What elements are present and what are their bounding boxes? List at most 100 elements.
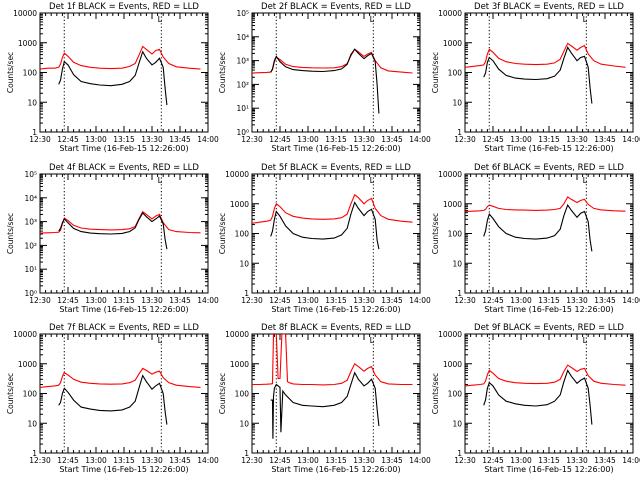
y-axis-label: Counts/sec <box>218 213 227 254</box>
plot-panel-7: Det 7f BLACK = Events, RED = LLD 1 10 100 10… <box>6 323 219 474</box>
x-tick-label: 12:30 <box>241 296 263 305</box>
y-tick-label: 10 <box>452 98 462 107</box>
events-series-line <box>58 374 168 425</box>
x-tick-label: 13:15 <box>325 135 347 144</box>
y-tick-label: 1 <box>244 289 249 298</box>
x-tick-label: 12:45 <box>57 456 79 465</box>
marker-label: L <box>583 336 588 345</box>
x-tick-label: 13:00 <box>510 135 532 144</box>
x-tick-label: 12:45 <box>269 135 291 144</box>
y-tick-label: 10 <box>27 98 37 107</box>
y-axis-label: Counts/sec <box>218 52 227 93</box>
events-series-line <box>483 203 593 252</box>
events-series-line <box>58 50 168 106</box>
lld-series-line <box>40 45 201 70</box>
x-tick-label: 12:30 <box>29 456 51 465</box>
lld-series-line <box>465 364 626 387</box>
plot-title: Det 5f BLACK = Events, RED = LLD <box>261 163 411 173</box>
y-tick-label: 10⁵ <box>24 170 37 179</box>
x-tick-label: 12:45 <box>57 296 79 305</box>
plot-panel-3: Det 3f BLACK = Events, RED = LLD 1 10 100 10… <box>431 2 640 153</box>
x-axis-label: Start Time (16-Feb-15 12:26:00) <box>59 305 188 314</box>
y-tick-label: 10¹ <box>236 104 249 113</box>
x-tick-label: 12:45 <box>482 135 504 144</box>
y-axis-label: Counts/sec <box>6 373 15 414</box>
x-tick-label: 12:30 <box>29 135 51 144</box>
x-tick-label: 14:00 <box>622 456 640 465</box>
y-axis-label: Counts/sec <box>431 213 440 254</box>
plot-panel-2: Det 2f BLACK = Events, RED = LLD 10⁰ 10¹ 10… <box>218 2 431 153</box>
x-tick-label: 13:30 <box>353 135 375 144</box>
plot-title: Det 2f BLACK = Events, RED = LLD <box>261 2 411 12</box>
plot-panel-8: Det 8f BLACK = Events, RED = LLD 1 10 100 10… <box>218 323 431 474</box>
plot-title: Det 6f BLACK = Events, RED = LLD <box>474 163 624 173</box>
y-tick-label: 10000 <box>13 9 37 18</box>
x-tick-label: 13:15 <box>538 456 560 465</box>
x-tick-label: 13:30 <box>566 296 588 305</box>
x-tick-label: 13:45 <box>594 456 616 465</box>
x-tick-label: 13:30 <box>353 296 375 305</box>
x-tick-label: 12:45 <box>57 135 79 144</box>
y-tick-label: 1000 <box>443 360 462 369</box>
marker-label: L <box>370 176 375 185</box>
x-tick-label: 13:30 <box>353 456 375 465</box>
x-tick-label: 13:30 <box>141 456 163 465</box>
y-tick-label: 10⁰ <box>236 128 249 137</box>
plot-frame <box>39 333 209 454</box>
plot-panel-5: Det 5f BLACK = Events, RED = LLD 1 10 100 10… <box>218 163 431 314</box>
x-axis-label: Start Time (16-Feb-15 12:26:00) <box>484 465 613 474</box>
x-tick-label: 13:15 <box>113 456 135 465</box>
x-tick-label: 13:15 <box>113 296 135 305</box>
plot-frame <box>251 12 421 133</box>
y-axis-label: Counts/sec <box>6 213 15 254</box>
marker-label: L <box>583 176 588 185</box>
y-tick-label: 10 <box>452 259 462 268</box>
plot-frame <box>464 333 634 454</box>
events-series-line <box>270 48 380 114</box>
plot-frame <box>251 173 421 294</box>
plot-frame <box>464 12 634 133</box>
events-series-line <box>270 371 380 439</box>
x-tick-label: 12:30 <box>241 456 263 465</box>
x-tick-label: 13:00 <box>297 456 319 465</box>
plot-panel-6: Det 6f BLACK = Events, RED = LLD 1 10 100 10… <box>431 163 640 314</box>
y-tick-label: 100 <box>448 230 463 239</box>
y-tick-label: 1 <box>457 128 462 137</box>
x-tick-label: 14:00 <box>622 296 640 305</box>
x-tick-label: 13:30 <box>141 135 163 144</box>
lld-series-line <box>252 334 413 386</box>
lld-series-line <box>465 42 626 68</box>
marker-label: L <box>158 336 163 345</box>
marker-label: L <box>583 15 588 24</box>
x-tick-label: 12:30 <box>454 135 476 144</box>
y-tick-label: 1000 <box>18 39 37 48</box>
x-tick-label: 12:30 <box>454 296 476 305</box>
x-tick-label: 13:15 <box>538 296 560 305</box>
y-tick-label: 10² <box>236 80 249 89</box>
y-tick-label: 1000 <box>18 360 37 369</box>
x-tick-label: 14:00 <box>409 296 431 305</box>
marker-label: L <box>158 176 163 185</box>
y-tick-label: 100 <box>448 390 463 399</box>
events-series-line <box>483 369 593 425</box>
y-axis-label: Counts/sec <box>218 373 227 414</box>
lld-series-line <box>465 196 626 213</box>
plot-title: Det 8f BLACK = Events, RED = LLD <box>261 323 411 333</box>
y-tick-label: 1 <box>457 449 462 458</box>
x-tick-label: 13:00 <box>297 135 319 144</box>
x-axis-label: Start Time (16-Feb-15 12:26:00) <box>59 465 188 474</box>
x-tick-label: 13:45 <box>594 296 616 305</box>
x-tick-label: 14:00 <box>197 456 219 465</box>
lld-series-line <box>40 367 201 388</box>
x-tick-label: 13:00 <box>297 296 319 305</box>
plot-title: Det 4f BLACK = Events, RED = LLD <box>49 163 199 173</box>
x-tick-label: 12:30 <box>241 135 263 144</box>
x-tick-label: 13:45 <box>169 456 191 465</box>
x-tick-label: 13:00 <box>510 296 532 305</box>
y-tick-label: 10000 <box>13 330 37 339</box>
y-tick-label: 10000 <box>438 170 462 179</box>
y-tick-label: 1000 <box>230 200 249 209</box>
x-tick-label: 13:30 <box>141 296 163 305</box>
x-tick-label: 13:15 <box>538 135 560 144</box>
